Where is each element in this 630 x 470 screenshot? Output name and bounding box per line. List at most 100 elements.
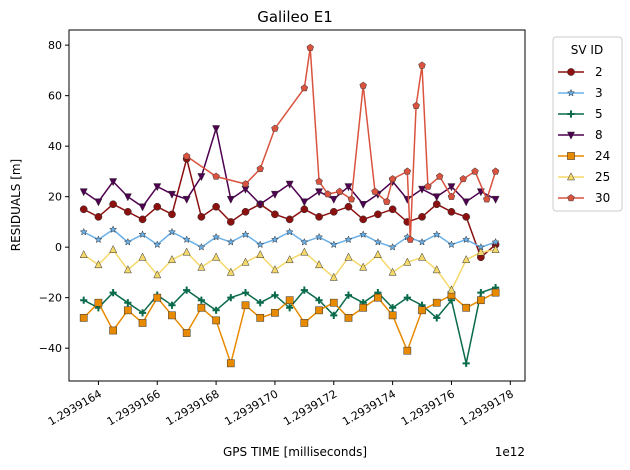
data-point-30 bbox=[306, 43, 314, 51]
data-point-8 bbox=[432, 193, 441, 202]
data-point-30 bbox=[324, 190, 332, 198]
data-point-30 bbox=[347, 195, 356, 203]
x-tick-label: 1.2939166 bbox=[105, 387, 163, 428]
x-offset-label: 1e12 bbox=[495, 445, 525, 459]
data-point-24 bbox=[109, 326, 117, 335]
data-point-2 bbox=[300, 205, 309, 214]
plot-area bbox=[68, 29, 526, 382]
data-point-2 bbox=[241, 207, 250, 216]
data-point-2 bbox=[168, 210, 176, 219]
data-point-24 bbox=[153, 293, 162, 302]
legend-frame bbox=[552, 36, 623, 212]
data-point-24 bbox=[212, 316, 220, 325]
series-line-2 bbox=[83, 155, 497, 259]
series-3 bbox=[79, 225, 500, 251]
data-point-30 bbox=[212, 172, 220, 180]
series-8 bbox=[79, 125, 500, 212]
data-point-8 bbox=[167, 190, 176, 199]
data-point-5 bbox=[286, 304, 294, 312]
data-point-30 bbox=[182, 152, 191, 160]
data-point-24 bbox=[300, 319, 309, 327]
data-point-8 bbox=[344, 183, 353, 192]
data-point-3 bbox=[270, 235, 279, 244]
data-point-2 bbox=[374, 210, 382, 219]
data-point-5 bbox=[241, 289, 250, 297]
data-point-2 bbox=[462, 213, 471, 221]
data-point-5 bbox=[433, 314, 441, 322]
data-point-3 bbox=[109, 225, 118, 233]
data-point-24 bbox=[388, 311, 397, 320]
data-point-2 bbox=[79, 205, 88, 214]
data-point-25 bbox=[285, 255, 294, 264]
data-point-3 bbox=[417, 237, 427, 246]
series-30 bbox=[182, 43, 500, 243]
data-point-24 bbox=[197, 303, 206, 312]
data-point-5 bbox=[300, 286, 308, 294]
legend-label: 8 bbox=[595, 128, 603, 142]
data-point-2 bbox=[138, 215, 147, 224]
legend-item-2: 2 bbox=[558, 65, 603, 79]
data-point-24 bbox=[432, 298, 441, 307]
data-point-30 bbox=[335, 187, 344, 195]
data-point-5 bbox=[212, 306, 220, 314]
legend-marker-2 bbox=[567, 68, 575, 76]
legend-marker-25 bbox=[566, 172, 576, 181]
data-point-5 bbox=[330, 311, 338, 319]
data-point-25 bbox=[270, 265, 279, 274]
x-tick-label: 1.2939164 bbox=[46, 387, 104, 428]
data-point-8 bbox=[109, 178, 118, 187]
data-point-30 bbox=[403, 167, 412, 175]
data-point-24 bbox=[477, 296, 485, 305]
data-point-5 bbox=[271, 291, 279, 299]
legend-item-5: 5 bbox=[558, 107, 603, 121]
data-point-25 bbox=[491, 244, 500, 253]
data-point-24 bbox=[226, 359, 235, 368]
data-point-25 bbox=[447, 285, 456, 294]
data-point-24 bbox=[315, 306, 323, 315]
data-point-25 bbox=[226, 267, 235, 276]
data-point-25 bbox=[241, 257, 250, 266]
data-point-5 bbox=[403, 294, 411, 302]
series-line-30 bbox=[186, 47, 497, 240]
data-point-24 bbox=[138, 319, 147, 327]
data-point-30 bbox=[491, 167, 500, 175]
data-point-3 bbox=[344, 235, 353, 244]
data-point-3 bbox=[123, 237, 132, 246]
data-point-25 bbox=[359, 262, 368, 271]
data-point-24 bbox=[344, 314, 353, 322]
legend-label: 2 bbox=[595, 65, 603, 79]
y-axis-label: RESIDUALS [m] bbox=[9, 159, 23, 251]
data-point-3 bbox=[359, 230, 368, 238]
data-point-5 bbox=[138, 309, 147, 317]
data-point-30 bbox=[271, 124, 279, 132]
legend-item-24: 24 bbox=[558, 149, 610, 163]
data-point-3 bbox=[94, 235, 103, 244]
legend-label: 25 bbox=[595, 170, 610, 184]
data-point-8 bbox=[197, 173, 206, 182]
data-point-5 bbox=[197, 296, 205, 304]
data-point-2 bbox=[226, 218, 235, 226]
data-point-2 bbox=[418, 213, 426, 221]
data-point-30 bbox=[447, 192, 456, 200]
data-point-8 bbox=[256, 200, 265, 209]
series-24 bbox=[79, 288, 500, 368]
data-point-3 bbox=[300, 237, 309, 246]
data-point-30 bbox=[424, 182, 432, 190]
data-point-2 bbox=[123, 207, 132, 216]
data-point-5 bbox=[389, 304, 397, 312]
data-point-24 bbox=[241, 301, 250, 310]
data-point-5 bbox=[256, 299, 264, 307]
data-point-2 bbox=[212, 202, 220, 211]
data-point-2 bbox=[94, 213, 103, 221]
data-point-30 bbox=[435, 172, 444, 180]
x-tick-label: 1.2939172 bbox=[281, 387, 339, 428]
legend-label: 3 bbox=[595, 86, 603, 100]
x-tick-label: 1.2939170 bbox=[222, 387, 280, 428]
data-point-2 bbox=[388, 205, 397, 214]
data-point-30 bbox=[418, 61, 426, 69]
data-point-25 bbox=[79, 249, 88, 258]
data-point-24 bbox=[285, 296, 294, 305]
data-point-5 bbox=[168, 301, 176, 309]
data-point-8 bbox=[270, 190, 279, 199]
data-point-30 bbox=[383, 197, 391, 205]
